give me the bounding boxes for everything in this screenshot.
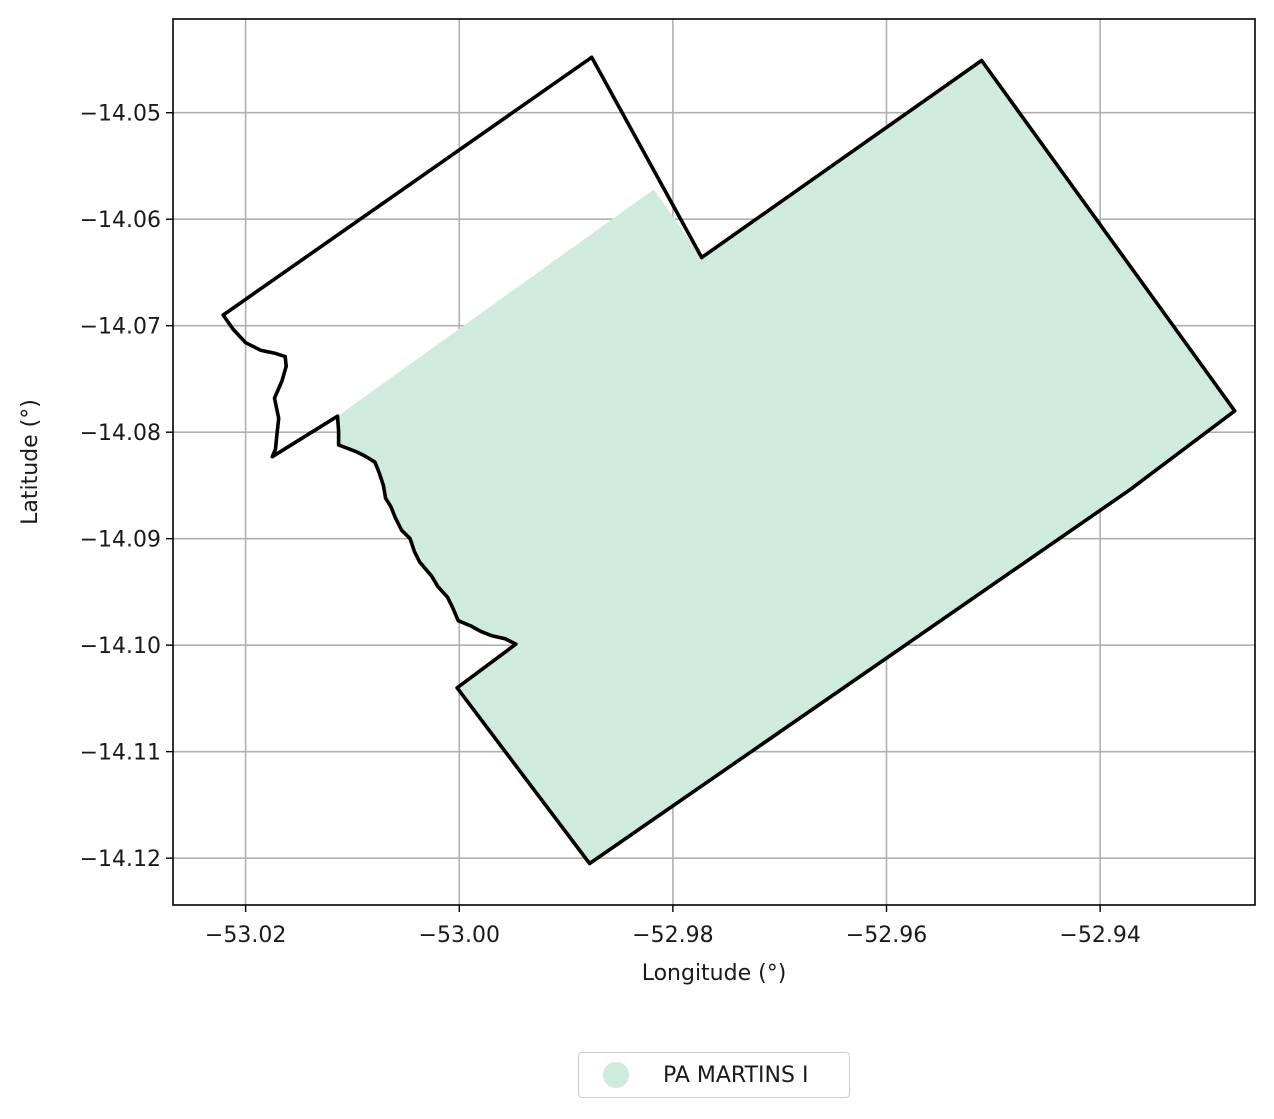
x-tick-label: −52.94 xyxy=(1059,923,1140,948)
y-tick-label: −14.09 xyxy=(80,528,161,553)
x-axis-label: Longitude (°) xyxy=(642,961,787,986)
x-tick-label: −53.02 xyxy=(205,923,286,948)
tick-layer: −53.02 −53.00 −52.98 −52.96 −52.94 −14.05 −14.… xyxy=(80,102,1141,948)
legend-marker xyxy=(603,1062,629,1088)
boundary-outline xyxy=(221,55,1237,866)
x-tick-label: −52.98 xyxy=(632,923,713,948)
x-tick-label: −53.00 xyxy=(419,923,500,948)
legend: PA MARTINS I xyxy=(578,1052,850,1098)
plot-frame xyxy=(172,18,1256,906)
y-tick-label: −14.05 xyxy=(80,102,161,127)
y-tick-label: −14.06 xyxy=(80,208,161,233)
y-tick-label: −14.07 xyxy=(80,315,161,340)
legend-label: PA MARTINS I xyxy=(663,1062,809,1088)
y-axis-label: Latitude (°) xyxy=(18,399,43,525)
y-tick-label: −14.08 xyxy=(80,421,161,446)
y-tick-label: −14.12 xyxy=(80,847,161,872)
x-tick-label: −52.96 xyxy=(846,923,927,948)
y-tick-label: −14.10 xyxy=(80,634,161,659)
y-tick-label: −14.11 xyxy=(80,741,161,766)
filled-region xyxy=(337,60,1235,864)
